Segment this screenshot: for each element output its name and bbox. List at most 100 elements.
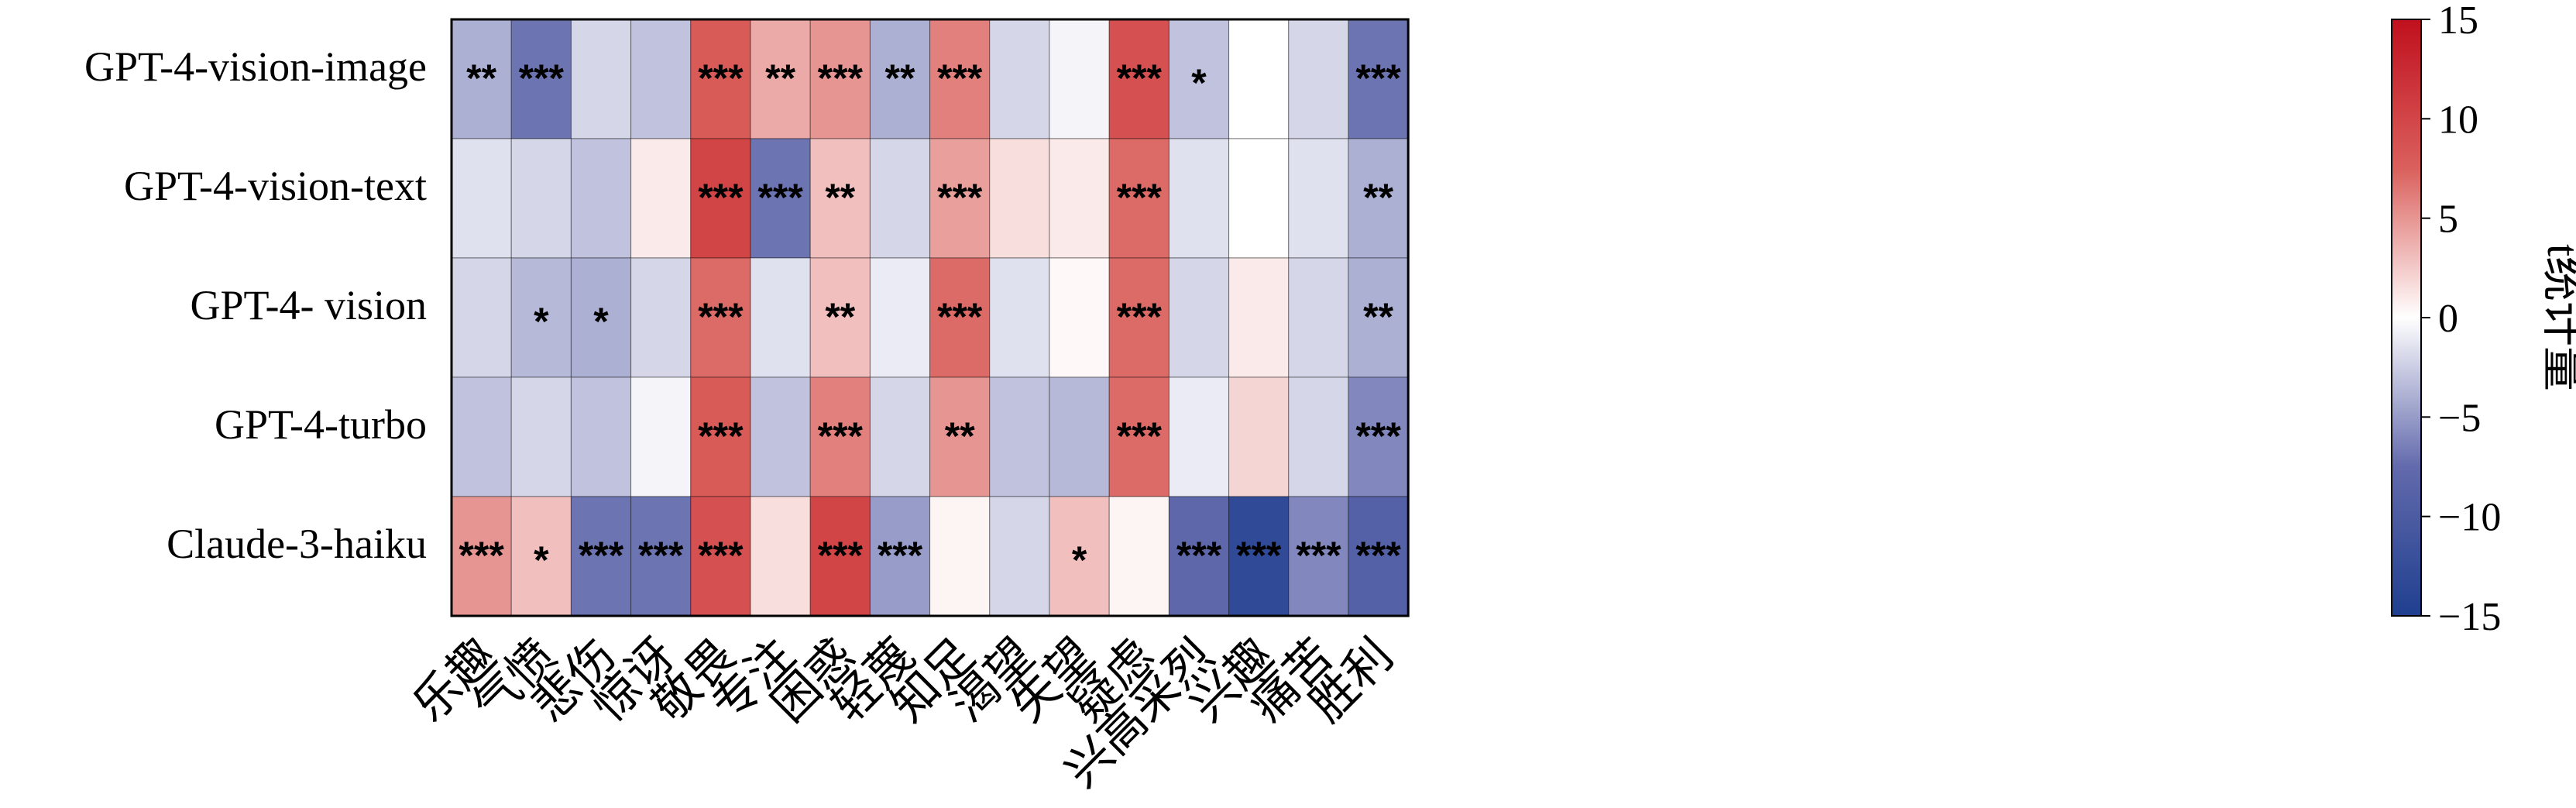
significance-marker: *** bbox=[1355, 414, 1401, 458]
significance-marker: *** bbox=[937, 57, 983, 100]
significance-marker: *** bbox=[459, 534, 504, 577]
heatmap-cell bbox=[1228, 257, 1290, 378]
significance-marker: ** bbox=[1363, 295, 1393, 339]
heatmap-cell bbox=[630, 496, 692, 617]
heatmap-cell bbox=[1168, 257, 1230, 378]
colorbar-tick-label: 15 bbox=[2438, 0, 2478, 43]
heatmap-cell bbox=[1049, 257, 1110, 378]
significance-marker: *** bbox=[579, 534, 624, 577]
heatmap-cell bbox=[1168, 19, 1230, 139]
heatmap-cell bbox=[750, 496, 811, 617]
heatmap-cell bbox=[1288, 257, 1349, 378]
heatmap-cell bbox=[1168, 138, 1230, 259]
heatmap-cell bbox=[929, 496, 991, 617]
significance-marker: *** bbox=[519, 57, 565, 100]
heatmap-cell bbox=[570, 257, 632, 378]
colorbar-tick-label: 10 bbox=[2438, 98, 2478, 142]
heatmap-cell bbox=[1108, 138, 1170, 259]
heatmap-cell bbox=[630, 376, 692, 497]
heatmap-cell bbox=[451, 138, 512, 259]
heatmap-cell bbox=[570, 376, 632, 497]
heatmap-cell bbox=[1348, 257, 1409, 378]
significance-marker: *** bbox=[757, 176, 803, 219]
row-label: Claude-3-haiku bbox=[167, 521, 427, 567]
heatmap-cell bbox=[989, 138, 1050, 259]
heatmap-cell bbox=[1108, 496, 1170, 617]
significance-marker: *** bbox=[698, 295, 744, 339]
heatmap-cell bbox=[570, 496, 632, 617]
significance-marker: *** bbox=[698, 57, 744, 100]
significance-marker: *** bbox=[818, 57, 864, 100]
heatmap-cell bbox=[630, 138, 692, 259]
heatmap-cell bbox=[690, 19, 751, 139]
significance-marker: *** bbox=[638, 534, 684, 577]
heatmap-cell bbox=[1288, 376, 1349, 497]
significance-marker: *** bbox=[1176, 534, 1222, 577]
significance-marker: *** bbox=[1117, 295, 1163, 339]
significance-marker: *** bbox=[1355, 57, 1401, 100]
significance-marker: ** bbox=[825, 295, 855, 339]
significance-marker: * bbox=[1191, 61, 1207, 105]
significance-marker: *** bbox=[698, 176, 744, 219]
heatmap-cell bbox=[510, 496, 572, 617]
heatmap-cell bbox=[690, 138, 751, 259]
significance-marker: *** bbox=[1355, 534, 1401, 577]
heatmap-cell bbox=[929, 376, 991, 497]
heatmap-cell bbox=[750, 376, 811, 497]
heatmap-cell bbox=[1049, 19, 1110, 139]
heatmap-cell bbox=[1108, 257, 1170, 378]
heatmap-cell bbox=[1228, 138, 1290, 259]
heatmap-cell bbox=[1108, 19, 1170, 139]
heatmap-cell bbox=[989, 19, 1050, 139]
row-label: GPT-4- vision bbox=[190, 282, 427, 328]
significance-markers: ** *** *** ** *** ** *** *** * ****** *** ** *** *** *… bbox=[459, 57, 1401, 582]
heatmap-cell bbox=[750, 19, 811, 139]
colorbar: 15 10 5 0 −5 −10 −15 t统计量 bbox=[2391, 0, 2576, 639]
significance-marker: *** bbox=[1117, 176, 1163, 219]
heatmap-cell bbox=[989, 496, 1050, 617]
heatmap-cell bbox=[510, 19, 572, 139]
significance-marker: *** bbox=[818, 534, 864, 577]
heatmap-cell bbox=[690, 257, 751, 378]
heatmap-cell bbox=[451, 376, 512, 497]
colorbar-tick-label: −10 bbox=[2438, 496, 2501, 540]
heatmap-cell bbox=[750, 257, 811, 378]
heatmap-cell bbox=[809, 376, 871, 497]
heatmap-cell bbox=[690, 376, 751, 497]
heatmap-cell bbox=[1348, 376, 1409, 497]
significance-marker: *** bbox=[937, 176, 983, 219]
significance-marker: *** bbox=[698, 534, 744, 577]
heatmap-cell bbox=[1049, 376, 1110, 497]
significance-marker: ** bbox=[1363, 176, 1393, 219]
heatmap-cell bbox=[1228, 19, 1290, 139]
heatmap-cell bbox=[869, 138, 931, 259]
heatmap-cell bbox=[869, 496, 931, 617]
row-label: GPT-4-turbo bbox=[215, 401, 427, 448]
heatmap-cell bbox=[1168, 376, 1230, 497]
row-labels: GPT-4-vision-image GPT-4-vision-text GPT-4… bbox=[84, 43, 427, 567]
heatmap-cell bbox=[510, 376, 572, 497]
heatmap-cell bbox=[1348, 19, 1409, 139]
significance-marker: * bbox=[534, 538, 549, 582]
heatmap-cell bbox=[510, 138, 572, 259]
heatmap-cell bbox=[869, 19, 931, 139]
significance-marker: *** bbox=[937, 295, 983, 339]
significance-marker: *** bbox=[818, 414, 864, 458]
significance-marker: * bbox=[534, 300, 549, 343]
heatmap-cell bbox=[451, 257, 512, 378]
significance-marker: *** bbox=[878, 534, 923, 577]
colorbar-tick-label: −15 bbox=[2438, 595, 2501, 639]
significance-marker: *** bbox=[1117, 414, 1163, 458]
significance-marker: ** bbox=[765, 57, 795, 100]
colorbar-tick-label: −5 bbox=[2438, 396, 2481, 440]
heatmap-cell bbox=[1228, 376, 1290, 497]
heatmap-cell bbox=[630, 257, 692, 378]
heatmap-cell bbox=[989, 376, 1050, 497]
heatmap-cell bbox=[929, 138, 991, 259]
heatmap-cell bbox=[630, 19, 692, 139]
colorbar-tick-label: 0 bbox=[2438, 297, 2458, 341]
row-label: GPT-4-vision-text bbox=[124, 163, 427, 209]
colorbar-gradient bbox=[2391, 19, 2422, 617]
